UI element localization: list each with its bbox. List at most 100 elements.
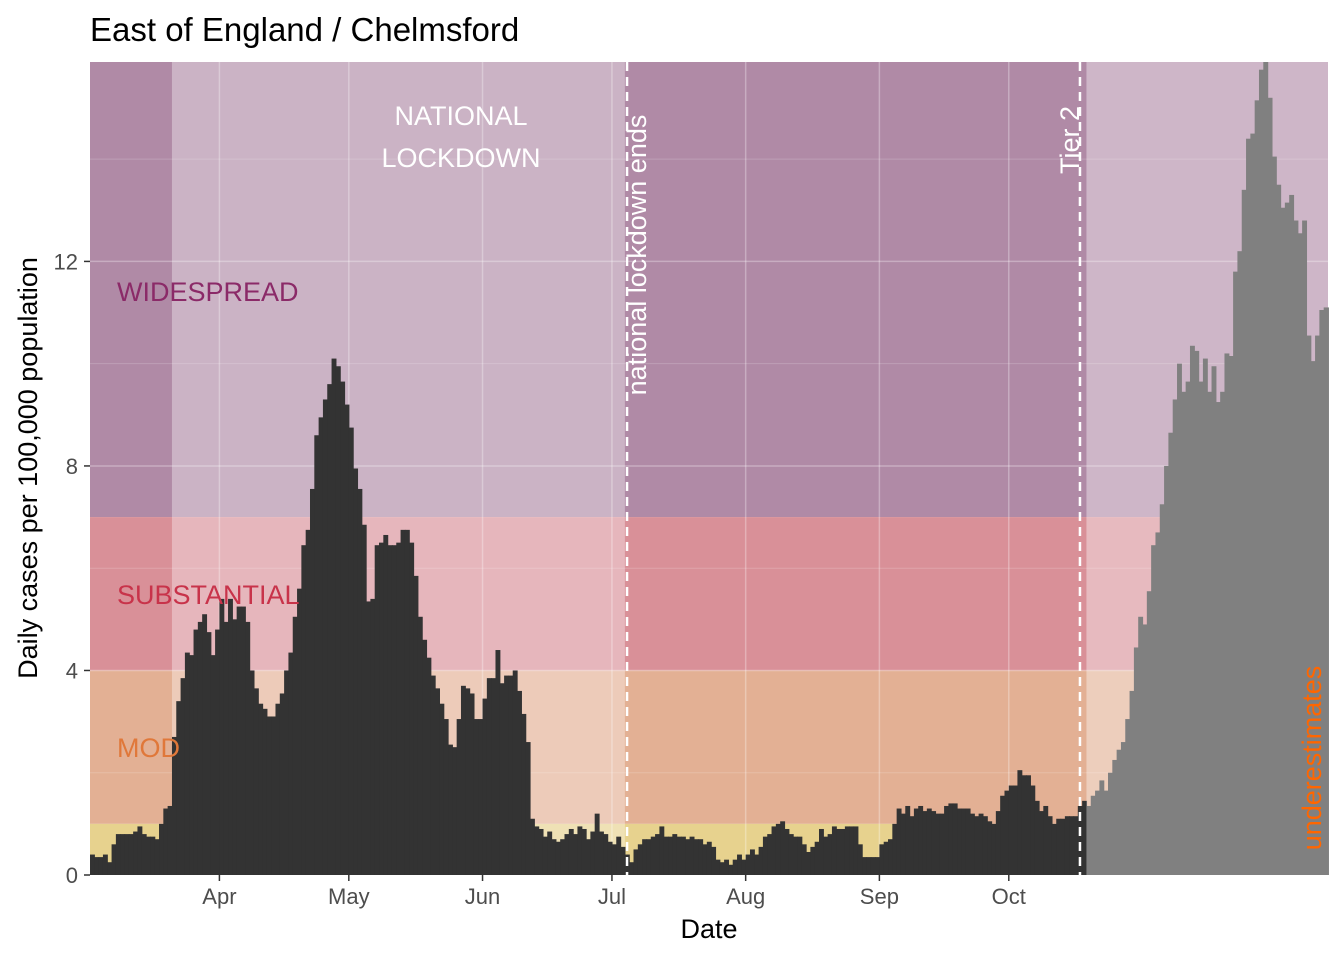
bar bbox=[357, 488, 363, 875]
bar bbox=[525, 742, 531, 875]
bar bbox=[460, 685, 466, 875]
bar bbox=[327, 384, 333, 875]
bar bbox=[400, 529, 406, 875]
bar bbox=[1267, 97, 1273, 876]
bar bbox=[448, 744, 453, 875]
bar bbox=[1008, 785, 1014, 875]
bar bbox=[124, 834, 130, 875]
bar bbox=[322, 399, 328, 875]
band-label-mod: MOD bbox=[117, 733, 180, 763]
bar bbox=[663, 836, 669, 875]
bar bbox=[146, 836, 151, 875]
bar bbox=[982, 816, 988, 875]
bar bbox=[374, 545, 380, 875]
bar bbox=[258, 703, 264, 875]
label-fade-helper bbox=[172, 270, 312, 620]
underestimates-region: underestimates bbox=[1086, 62, 1328, 875]
bar bbox=[426, 657, 432, 875]
bar bbox=[271, 716, 277, 875]
bar bbox=[1077, 805, 1083, 875]
bar bbox=[340, 381, 346, 875]
bar bbox=[478, 719, 484, 875]
bar bbox=[1315, 335, 1320, 875]
bar bbox=[969, 813, 975, 875]
bar bbox=[629, 862, 635, 875]
bar bbox=[1323, 307, 1329, 875]
bar bbox=[1138, 616, 1144, 875]
band-widespread bbox=[90, 62, 1328, 518]
bar bbox=[1280, 207, 1286, 876]
x-tick-label: Jul bbox=[598, 884, 626, 909]
bar bbox=[1207, 391, 1213, 875]
bar bbox=[396, 542, 402, 875]
bar bbox=[888, 839, 893, 875]
bar bbox=[905, 805, 911, 875]
bar bbox=[159, 823, 164, 875]
y-tick-label: 12 bbox=[54, 249, 78, 274]
bar bbox=[1276, 184, 1282, 876]
bar bbox=[1026, 775, 1031, 875]
lockdown-ends-label: national lockdown ends bbox=[622, 115, 652, 396]
bar bbox=[1051, 823, 1057, 875]
bar bbox=[1293, 220, 1299, 875]
bar bbox=[1224, 353, 1230, 875]
bar bbox=[1133, 647, 1139, 875]
bar bbox=[1168, 432, 1174, 875]
bar bbox=[741, 859, 747, 875]
bar bbox=[957, 808, 962, 875]
bar bbox=[788, 834, 794, 875]
bar bbox=[1000, 795, 1006, 875]
bar bbox=[1099, 780, 1105, 875]
bar bbox=[1030, 785, 1036, 875]
bar bbox=[473, 719, 479, 875]
bar bbox=[1164, 465, 1169, 875]
bar bbox=[620, 846, 626, 875]
bar bbox=[1095, 790, 1100, 875]
lockdown-label-line2: LOCKDOWN bbox=[381, 143, 540, 173]
bar bbox=[275, 703, 281, 875]
bar bbox=[1172, 399, 1178, 875]
bar bbox=[1237, 251, 1243, 875]
bar bbox=[318, 417, 324, 875]
bar bbox=[249, 670, 255, 875]
bar bbox=[387, 545, 393, 875]
bar bbox=[680, 836, 686, 875]
x-tick-label: Sep bbox=[860, 884, 899, 909]
bar bbox=[870, 857, 876, 875]
bar bbox=[965, 808, 971, 875]
bar bbox=[193, 629, 199, 875]
bar bbox=[974, 816, 980, 875]
bar bbox=[1043, 805, 1049, 875]
bar bbox=[430, 675, 436, 875]
bar bbox=[642, 839, 648, 875]
bar bbox=[521, 713, 527, 875]
bar bbox=[517, 690, 522, 875]
bar bbox=[1254, 100, 1260, 876]
bar bbox=[1241, 189, 1247, 875]
bar bbox=[913, 808, 919, 875]
bar bbox=[1073, 816, 1079, 875]
bar bbox=[577, 826, 583, 875]
bar bbox=[831, 826, 837, 875]
bar bbox=[581, 828, 587, 875]
bar bbox=[266, 716, 272, 875]
band-label-widespread: WIDESPREAD bbox=[117, 277, 299, 307]
bar bbox=[1194, 350, 1200, 875]
bar bbox=[301, 545, 307, 875]
bar bbox=[163, 808, 169, 875]
bar bbox=[482, 698, 488, 875]
bar bbox=[944, 805, 949, 875]
bar bbox=[236, 606, 242, 875]
bar bbox=[133, 831, 139, 875]
bar bbox=[1064, 816, 1070, 875]
bar bbox=[167, 805, 173, 875]
bar bbox=[650, 836, 656, 875]
bar bbox=[1151, 545, 1157, 875]
bar bbox=[1155, 532, 1161, 875]
bar bbox=[1198, 381, 1204, 875]
bar bbox=[922, 811, 928, 875]
bar bbox=[435, 688, 440, 875]
x-tick-label: May bbox=[328, 884, 370, 909]
bar bbox=[1129, 690, 1135, 875]
bar bbox=[732, 859, 738, 875]
